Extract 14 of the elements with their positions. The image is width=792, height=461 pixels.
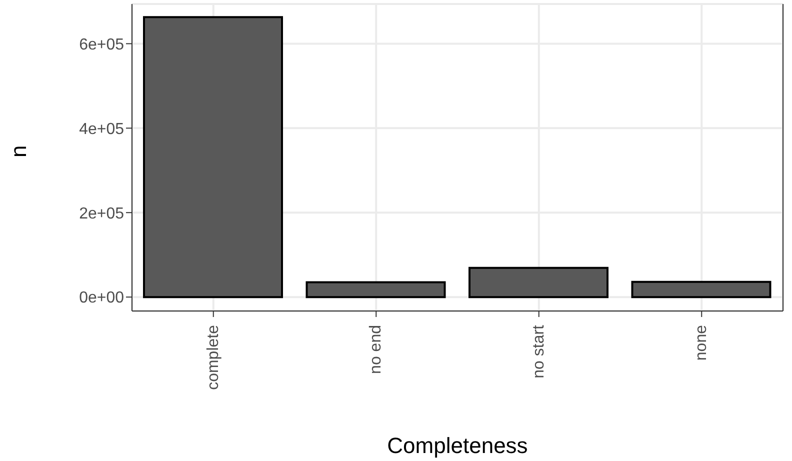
y-tick-label: 2e+05 (79, 205, 124, 222)
bar (306, 281, 446, 298)
x-axis-title: Completeness (387, 433, 528, 458)
x-tick-label: complete (204, 324, 222, 390)
y-tick-label: 0e+00 (79, 290, 124, 307)
x-tick-label: none (693, 324, 710, 361)
x-tick-label: no end (368, 325, 385, 374)
bar (631, 280, 772, 298)
y-tick-label: 6e+05 (79, 36, 124, 54)
y-axis-title: n (6, 145, 31, 158)
bar (468, 266, 608, 298)
x-tick-label: no start (530, 324, 548, 378)
bar (143, 16, 283, 298)
y-tick-label: 4e+05 (79, 120, 124, 138)
